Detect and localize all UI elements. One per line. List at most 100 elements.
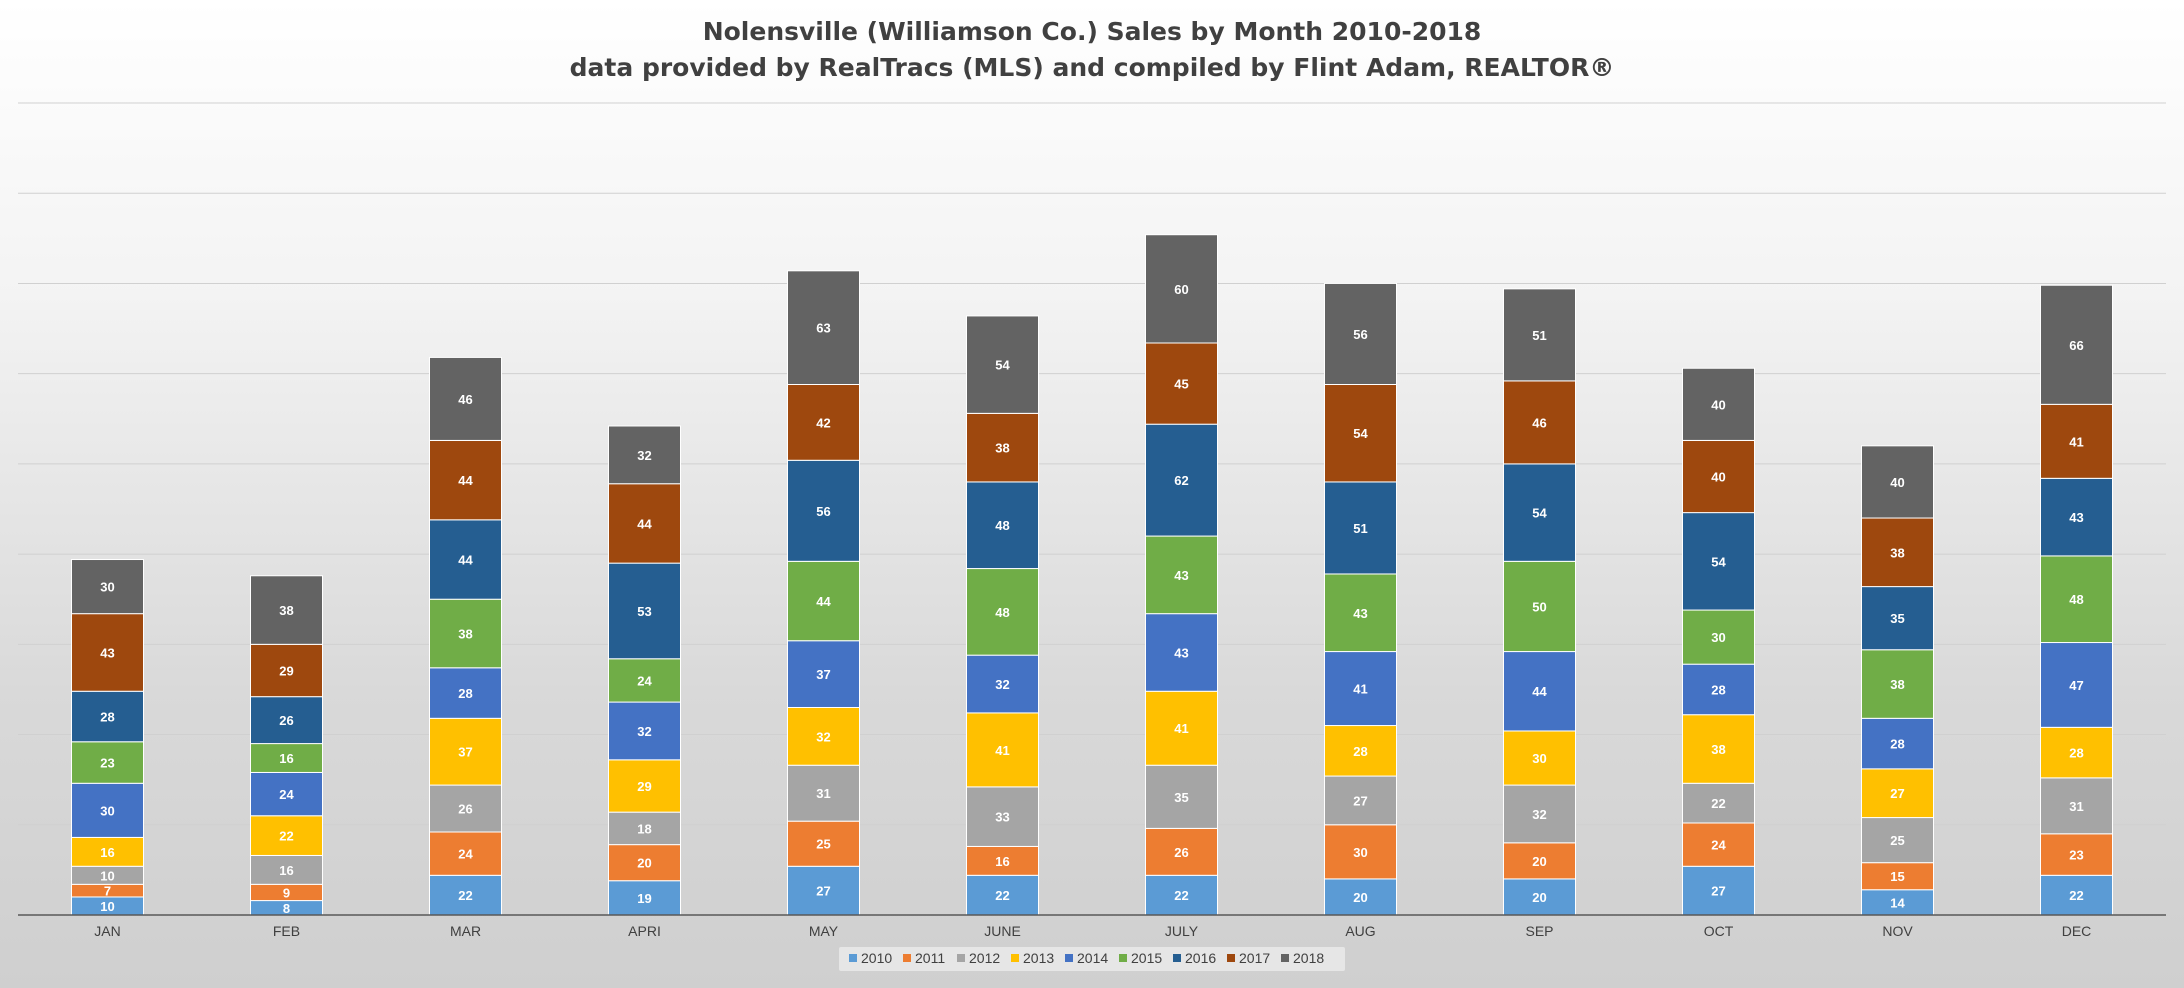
data-label: 28: [458, 686, 472, 701]
data-label: 16: [995, 854, 1009, 869]
data-label: 10: [100, 899, 114, 914]
legend-label: 2014: [1077, 950, 1108, 966]
bar-segment-2016-nov: [1861, 586, 1934, 651]
bar-segment-2018-may: [787, 270, 860, 385]
data-label: 10: [100, 868, 114, 883]
bar-segment-2017-feb: [250, 643, 323, 698]
data-label: 16: [100, 845, 114, 860]
data-label: 30: [100, 580, 114, 595]
bar-segment-2017-jan: [71, 613, 144, 692]
bar-segment-2011-may: [787, 820, 860, 867]
bar-segment-2010-nov: [1861, 889, 1934, 916]
data-label: 23: [2069, 848, 2083, 863]
data-label: 28: [1711, 682, 1725, 697]
data-label: 66: [2069, 338, 2083, 353]
data-label: 31: [816, 786, 830, 801]
bar-segment-2013-mar: [429, 717, 502, 786]
data-label: 54: [1353, 426, 1368, 441]
data-label: 41: [2069, 434, 2083, 449]
bar-segment-2016-jan: [71, 690, 144, 743]
bar-segment-2018-july: [1145, 234, 1218, 344]
bar-segment-2015-dec: [2040, 555, 2113, 644]
data-label: 46: [458, 392, 472, 407]
bar-segment-2014-nov: [1861, 717, 1934, 770]
data-label: 26: [1174, 845, 1188, 860]
x-tick-label: FEB: [273, 923, 300, 939]
data-label: 25: [816, 837, 830, 852]
data-label: 24: [458, 847, 473, 862]
data-label: 7: [104, 884, 111, 899]
bar-segment-2012-sep: [1503, 784, 1576, 844]
bar-segment-2014-feb: [250, 771, 323, 817]
x-tick-label: MAR: [450, 923, 481, 939]
data-label: 54: [1711, 554, 1726, 569]
bar-segment-2011-oct: [1682, 822, 1755, 867]
data-label: 24: [637, 673, 652, 688]
data-label: 43: [100, 645, 114, 660]
data-label: 8: [283, 901, 290, 916]
data-label: 38: [458, 627, 472, 642]
chart-title: Nolensville (Williamson Co.) Sales by Mo…: [703, 17, 1482, 46]
x-tick-label: AUG: [1345, 923, 1375, 939]
data-label: 60: [1174, 282, 1188, 297]
bar-segment-2010-june: [966, 874, 1039, 916]
legend-label: 2010: [861, 950, 892, 966]
bar-segment-2014-july: [1145, 613, 1218, 692]
data-label: 56: [816, 504, 830, 519]
bar-segment-2014-june: [966, 654, 1039, 714]
data-label: 45: [1174, 377, 1188, 392]
x-tick-label: JAN: [94, 923, 120, 939]
data-label: 16: [279, 863, 293, 878]
data-label: 30: [1711, 630, 1725, 645]
data-label: 31: [2069, 799, 2083, 814]
bar-segment-2013-nov: [1861, 768, 1934, 819]
x-tick-label: APRI: [628, 923, 661, 939]
data-label: 32: [637, 724, 651, 739]
data-label: 38: [279, 603, 293, 618]
legend-swatch: [1119, 954, 1127, 962]
data-label: 22: [1711, 796, 1725, 811]
bar-segment-2018-nov: [1861, 445, 1934, 519]
data-label: 32: [637, 448, 651, 463]
data-label: 19: [637, 891, 651, 906]
data-label: 27: [816, 884, 830, 899]
data-label: 20: [1532, 890, 1546, 905]
bar-segment-2012-feb: [250, 854, 323, 885]
data-label: 22: [458, 888, 472, 903]
data-label: 46: [1532, 415, 1546, 430]
bar-segment-2016-aug: [1324, 481, 1397, 575]
legend-label: 2016: [1185, 950, 1216, 966]
data-label: 27: [1890, 786, 1904, 801]
bar-segment-2015-nov: [1861, 649, 1934, 719]
data-label: 33: [995, 810, 1009, 825]
bar-segment-2013-aug: [1324, 725, 1397, 777]
data-label: 43: [1174, 568, 1188, 583]
bar-segment-2018-sep: [1503, 288, 1576, 382]
bar-segment-2016-oct: [1682, 512, 1755, 611]
bar-segment-2016-dec: [2040, 477, 2113, 557]
data-label: 44: [816, 594, 831, 609]
x-tick-label: MAY: [809, 923, 839, 939]
legend-swatch: [849, 954, 857, 962]
bar-segment-2012-mar: [429, 784, 502, 833]
data-label: 37: [816, 667, 830, 682]
bar-segment-2012-june: [966, 786, 1039, 847]
data-label: 24: [1711, 838, 1726, 853]
data-label: 44: [1532, 684, 1547, 699]
data-label: 51: [1353, 521, 1367, 536]
bar-segment-2010-aug: [1324, 878, 1397, 916]
legend-label: 2012: [969, 950, 1000, 966]
data-label: 16: [279, 751, 293, 766]
legend-swatch: [1227, 954, 1235, 962]
data-label: 38: [1890, 545, 1904, 560]
bar-segment-2013-feb: [250, 815, 323, 856]
data-label: 38: [995, 441, 1009, 456]
x-tick-label: SEP: [1525, 923, 1553, 939]
bar-segment-2018-jan: [71, 559, 144, 615]
data-label: 14: [1890, 895, 1905, 910]
bar-segment-2016-may: [787, 459, 860, 562]
bar-segment-2014-dec: [2040, 642, 2113, 728]
bar-segment-2015-june: [966, 568, 1039, 656]
bar-segment-2017-may: [787, 383, 860, 461]
bar-segment-2018-oct: [1682, 367, 1755, 441]
